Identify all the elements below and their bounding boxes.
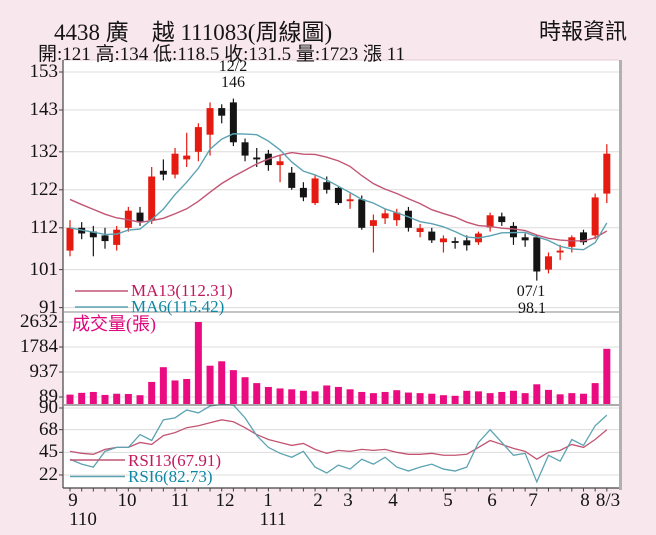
volume-axis-label: 937: [29, 360, 59, 382]
price-axis-label: 112: [30, 216, 58, 238]
month-label: 6: [487, 490, 497, 511]
year-label: 110: [69, 509, 97, 530]
price-axis-label: 143: [29, 99, 59, 120]
volume-title: 成交量(張): [72, 314, 156, 334]
ma13-legend-label: MA13(112.31): [131, 281, 233, 300]
month-label: 9: [68, 490, 78, 511]
month-label: 11: [170, 490, 190, 511]
month-label: 8/3: [595, 490, 621, 511]
price-axis-label: 91: [39, 296, 58, 318]
annotation-high-value: 146: [221, 74, 245, 91]
month-label: 2: [313, 490, 323, 511]
year-label: 111: [259, 509, 287, 530]
annotation-low-date: 07/1: [516, 283, 546, 300]
month-label: 4: [388, 490, 398, 511]
annotation-low-value: 98.1: [518, 300, 546, 317]
brand-label: 時報資訊: [539, 19, 628, 44]
month-label: 10: [117, 490, 137, 511]
ohlc-quote-line: 開:121 高:134 低:118.5 收:131.5 量:1723 漲 11: [38, 44, 405, 65]
page-title: 4438 廣 越 111083(周線圖): [54, 20, 333, 45]
month-label: 5: [443, 490, 453, 511]
rsi-axis-label: 90: [39, 397, 58, 418]
rsi13-legend-label: RSI13(67.91): [128, 451, 222, 470]
annotation-high-date: 12/2: [218, 58, 248, 75]
volume-axis-label: 2632: [20, 311, 58, 332]
rsi6-legend-label: RSI6(82.73): [128, 467, 213, 486]
month-label: 12: [215, 490, 235, 511]
price-axis-label: 101: [29, 258, 59, 280]
price-axis-label: 132: [29, 140, 59, 162]
ma6-legend-label: MA6(115.42): [131, 297, 225, 316]
volume-axis-label: 89: [39, 386, 58, 407]
month-label: 7: [528, 490, 538, 511]
month-label: 8: [580, 490, 590, 511]
price-axis-label: 122: [29, 178, 59, 200]
price-axis-label: 153: [29, 61, 59, 82]
rsi-axis-label: 68: [39, 418, 58, 440]
month-label: 3: [343, 490, 353, 511]
rsi-axis-label: 22: [39, 463, 58, 485]
month-label: 1: [263, 490, 273, 511]
volume-axis-label: 1784: [20, 336, 58, 357]
rsi-axis-label: 45: [39, 441, 58, 463]
